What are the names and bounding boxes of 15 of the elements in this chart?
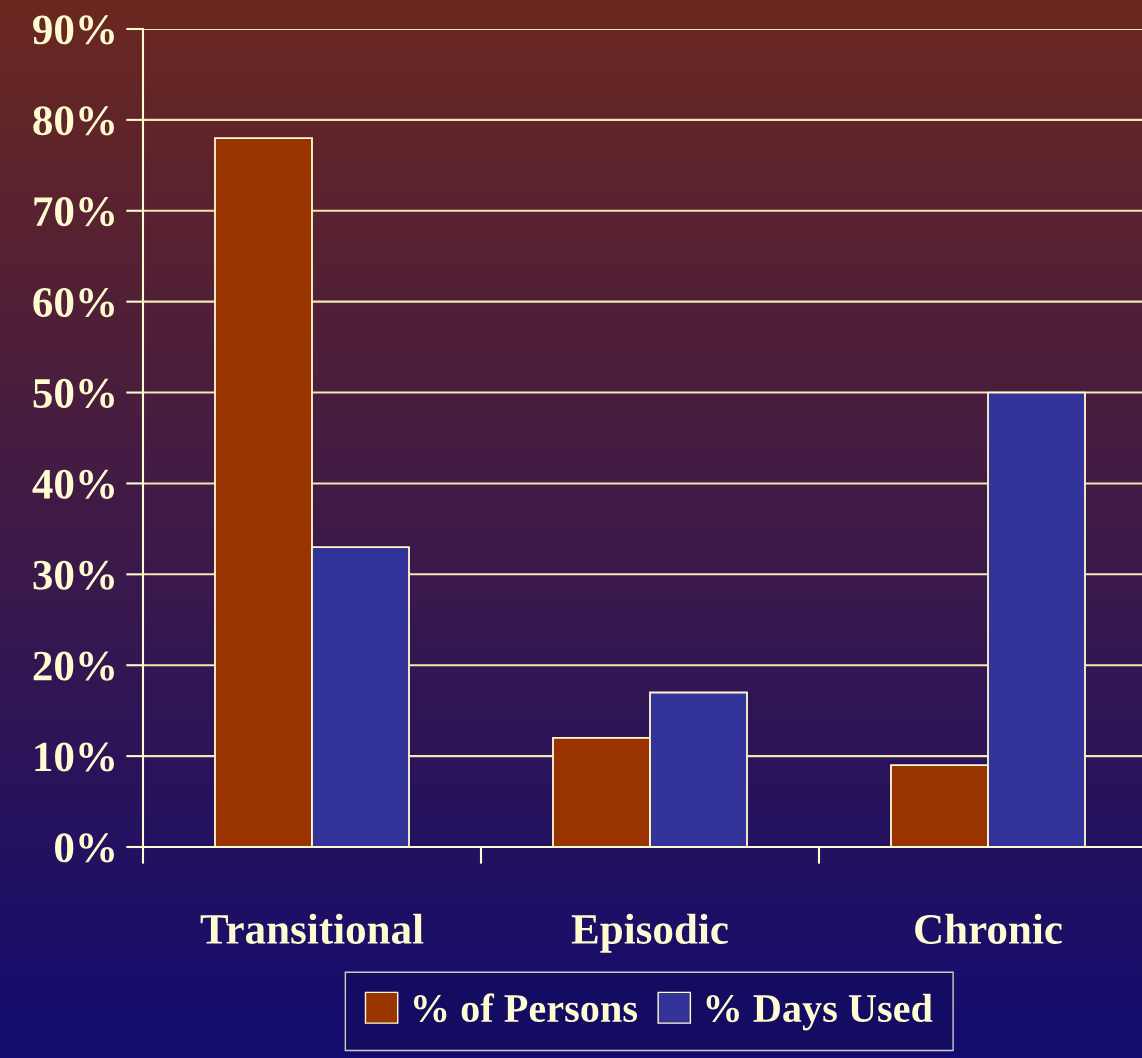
y-tick-label: 90% [33, 15, 114, 45]
x-tick-label: Episodic [571, 913, 728, 953]
y-tick-label: 0% [55, 833, 114, 863]
x-tick-label: Chronic [915, 913, 1062, 944]
y-tick-label: 80% [33, 106, 114, 136]
y-tick-label: 50% [33, 378, 114, 409]
y-tick-label: 70% [34, 197, 114, 227]
legend-label: % Days Used [706, 993, 933, 1031]
y-tick-label: 60% [33, 287, 114, 318]
x-tick-label: Transitional [200, 913, 424, 944]
y-tick-label: 40% [32, 469, 114, 499]
y-tick-label: 10% [35, 742, 114, 772]
legend-label: % of Persons [413, 993, 638, 1023]
y-tick-label: 30% [33, 560, 114, 590]
y-tick-label: 20% [33, 651, 114, 681]
